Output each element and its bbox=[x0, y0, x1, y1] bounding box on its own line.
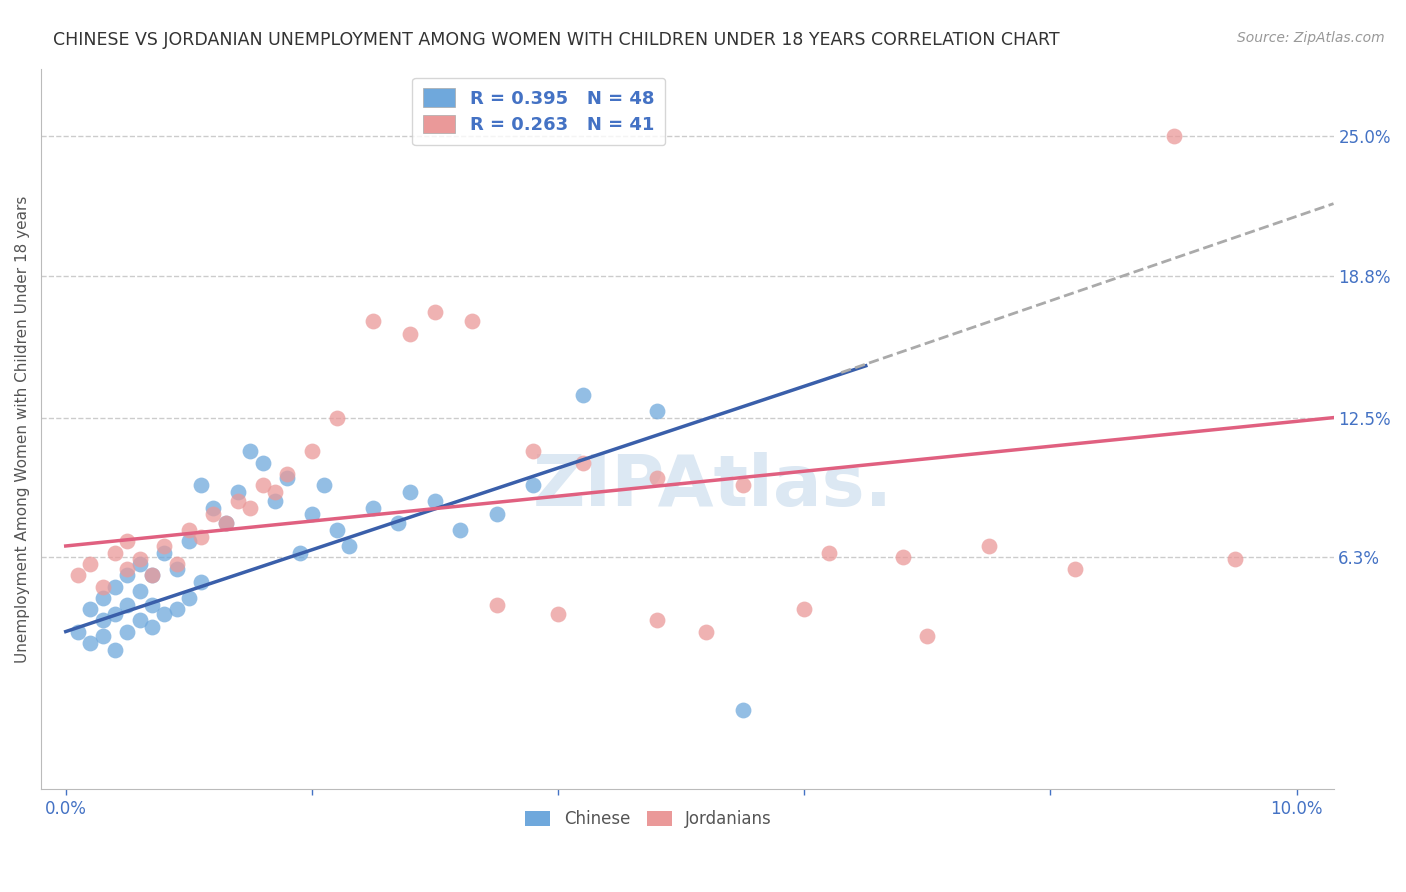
Point bbox=[117, 624, 139, 639]
Point bbox=[288, 546, 311, 560]
Point bbox=[1064, 561, 1087, 575]
Point bbox=[1163, 129, 1185, 144]
Point bbox=[67, 568, 90, 582]
Point bbox=[128, 584, 150, 599]
Point bbox=[67, 624, 90, 639]
Point bbox=[215, 516, 238, 531]
Point bbox=[461, 314, 484, 328]
Point bbox=[571, 456, 593, 470]
Point bbox=[190, 530, 212, 544]
Point bbox=[166, 557, 188, 571]
Point bbox=[793, 602, 815, 616]
Point bbox=[337, 539, 360, 553]
Point bbox=[153, 539, 176, 553]
Point bbox=[731, 703, 754, 717]
Point bbox=[128, 613, 150, 627]
Point bbox=[522, 444, 544, 458]
Point bbox=[276, 467, 298, 481]
Point bbox=[117, 568, 139, 582]
Point bbox=[91, 591, 114, 605]
Point bbox=[387, 516, 409, 531]
Point bbox=[226, 484, 249, 499]
Point bbox=[917, 629, 939, 643]
Point bbox=[166, 602, 188, 616]
Point bbox=[141, 568, 163, 582]
Point bbox=[363, 500, 385, 515]
Text: Source: ZipAtlas.com: Source: ZipAtlas.com bbox=[1237, 31, 1385, 45]
Point bbox=[226, 494, 249, 508]
Text: CHINESE VS JORDANIAN UNEMPLOYMENT AMONG WOMEN WITH CHILDREN UNDER 18 YEARS CORRE: CHINESE VS JORDANIAN UNEMPLOYMENT AMONG … bbox=[53, 31, 1060, 49]
Point bbox=[571, 388, 593, 402]
Point bbox=[695, 624, 717, 639]
Point bbox=[117, 534, 139, 549]
Point bbox=[301, 444, 323, 458]
Point bbox=[314, 478, 336, 492]
Point bbox=[485, 508, 508, 522]
Point bbox=[423, 494, 446, 508]
Point bbox=[276, 471, 298, 485]
Point bbox=[399, 327, 422, 342]
Point bbox=[79, 602, 101, 616]
Point bbox=[239, 500, 262, 515]
Point bbox=[141, 598, 163, 612]
Point bbox=[190, 574, 212, 589]
Point bbox=[91, 629, 114, 643]
Point bbox=[104, 607, 127, 621]
Point bbox=[325, 523, 347, 537]
Point bbox=[485, 598, 508, 612]
Point bbox=[423, 305, 446, 319]
Point bbox=[128, 557, 150, 571]
Point bbox=[645, 471, 668, 485]
Point bbox=[818, 546, 841, 560]
Legend: Chinese, Jordanians: Chinese, Jordanians bbox=[519, 804, 779, 835]
Point bbox=[264, 494, 287, 508]
Point bbox=[141, 620, 163, 634]
Point bbox=[202, 508, 225, 522]
Point bbox=[128, 552, 150, 566]
Point bbox=[79, 557, 101, 571]
Point bbox=[363, 314, 385, 328]
Text: ZIPAtlas.: ZIPAtlas. bbox=[533, 452, 893, 521]
Point bbox=[166, 561, 188, 575]
Point bbox=[325, 410, 347, 425]
Point bbox=[1223, 552, 1246, 566]
Point bbox=[891, 550, 914, 565]
Point bbox=[252, 478, 274, 492]
Point bbox=[91, 613, 114, 627]
Point bbox=[153, 546, 176, 560]
Point bbox=[731, 478, 754, 492]
Point bbox=[104, 580, 127, 594]
Y-axis label: Unemployment Among Women with Children Under 18 years: Unemployment Among Women with Children U… bbox=[15, 195, 30, 663]
Point bbox=[104, 642, 127, 657]
Point bbox=[645, 613, 668, 627]
Point bbox=[104, 546, 127, 560]
Point bbox=[177, 534, 200, 549]
Point bbox=[522, 478, 544, 492]
Point bbox=[239, 444, 262, 458]
Point bbox=[117, 561, 139, 575]
Point bbox=[215, 516, 238, 531]
Point bbox=[91, 580, 114, 594]
Point bbox=[153, 607, 176, 621]
Point bbox=[301, 508, 323, 522]
Point bbox=[449, 523, 471, 537]
Point bbox=[177, 591, 200, 605]
Point bbox=[264, 484, 287, 499]
Point bbox=[177, 523, 200, 537]
Point bbox=[141, 568, 163, 582]
Point bbox=[202, 500, 225, 515]
Point bbox=[977, 539, 1000, 553]
Point bbox=[252, 456, 274, 470]
Point bbox=[190, 478, 212, 492]
Point bbox=[117, 598, 139, 612]
Point bbox=[79, 636, 101, 650]
Point bbox=[547, 607, 569, 621]
Point bbox=[399, 484, 422, 499]
Point bbox=[645, 404, 668, 418]
